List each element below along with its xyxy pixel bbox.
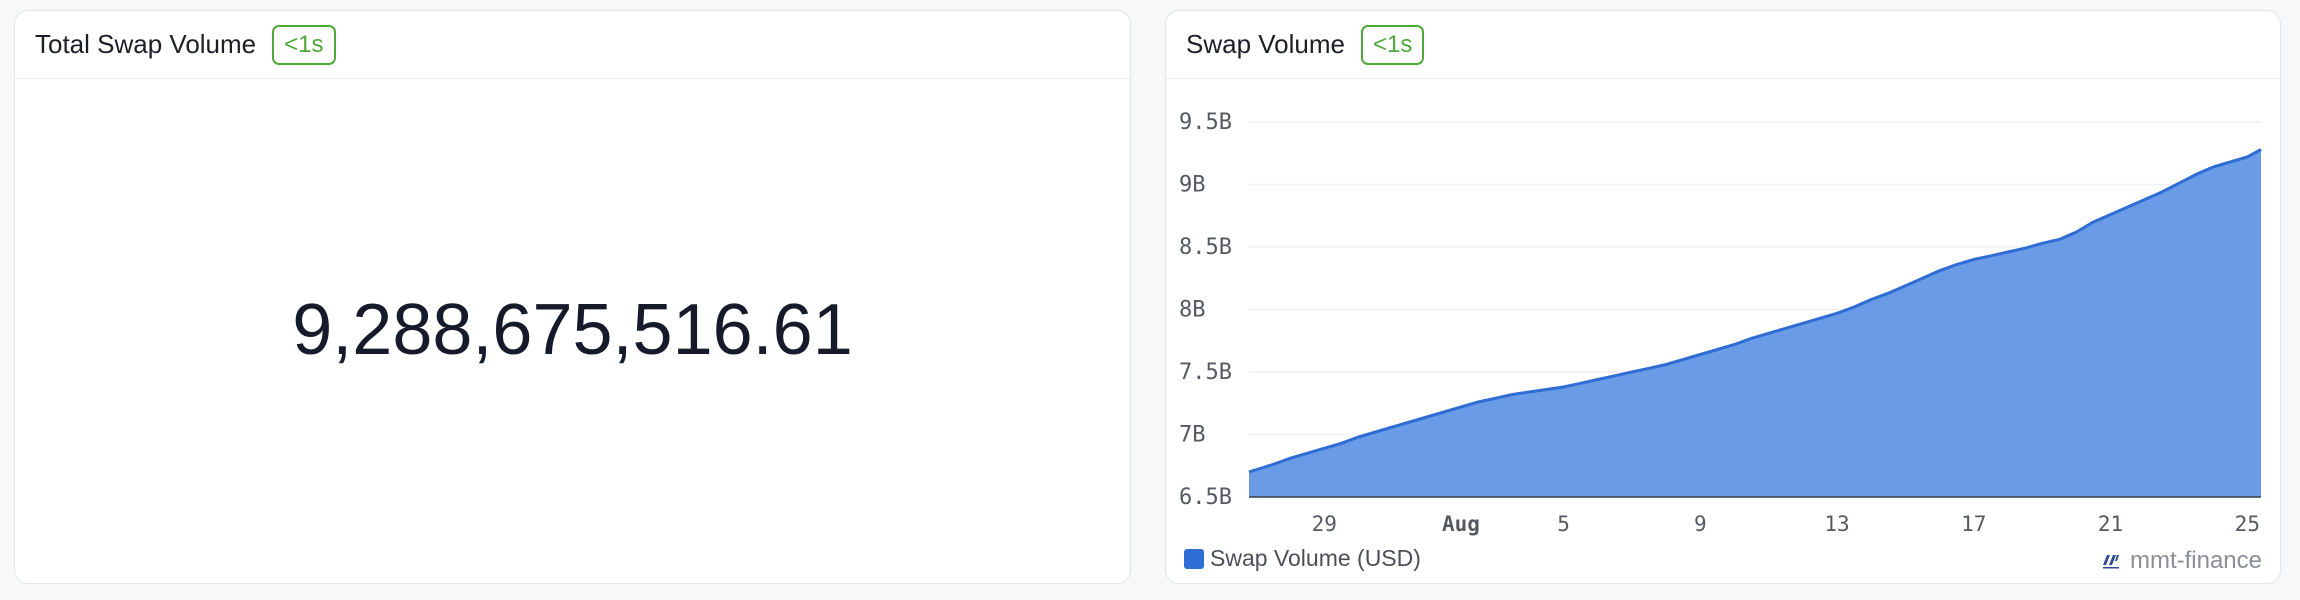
card-header: Total Swap Volume <1s [15,11,1130,79]
x-tick-label: 29 [1312,512,1337,536]
y-tick-label: 7B [1179,423,1206,448]
legend-label: Swap Volume (USD) [1210,545,1421,571]
total-swap-volume-value: 9,288,675,516.61 [292,290,853,370]
watermark: mmt-finance [2100,547,2262,575]
x-tick-label: 9 [1694,512,1707,536]
x-tick-label: 5 [1557,512,1570,536]
freshness-badge: <1s [272,24,336,65]
x-tick-label: 17 [1961,512,1986,536]
watermark-text: mmt-finance [2129,547,2262,574]
chart-legend[interactable]: Swap Volume (USD) [1184,545,1421,572]
card-title: Swap Volume [1186,29,1345,59]
y-tick-label: 7.5B [1179,360,1232,385]
series-line[interactable] [1248,148,2262,474]
x-tick-label: 25 [2235,512,2260,536]
y-tick-label: 9.5B [1179,110,1232,135]
y-tick-label: 8.5B [1179,235,1232,260]
series-area[interactable] [1249,149,2261,498]
dune-logo-icon [2102,555,2119,569]
x-tick-label: 13 [1824,512,1849,536]
y-tick-label: 9B [1179,173,1206,198]
card-title: Total Swap Volume [35,29,257,59]
swap-volume-chart-card: Swap Volume <1s 6.5B 7B 7.5B 8B 8.5B 9B 9.5B 2… [1165,10,2281,584]
y-tick-label: 8B [1179,298,1206,323]
total-swap-volume-card: Total Swap Volume <1s 9,288,675,516.61 [14,10,1131,584]
freshness-badge: <1s [1360,24,1425,65]
swap-volume-area-chart[interactable]: 6.5B 7B 7.5B 8B 8.5B 9B 9.5B 29 Aug 5 9 13 17 21 25 [1166,79,2281,549]
y-tick-label: 6.5B [1179,485,1232,510]
card-header: Swap Volume <1s [1166,11,2280,79]
legend-swatch [1184,548,1204,569]
x-tick-label: 21 [2098,512,2123,536]
x-tick-label: Aug [1442,512,1480,536]
